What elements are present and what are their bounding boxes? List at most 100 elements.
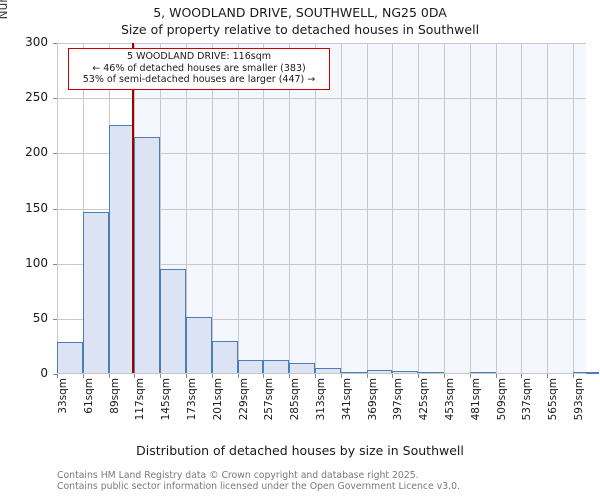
y-tick-mark-0 <box>53 374 57 375</box>
footer-line-2: Contains public sector information licen… <box>57 481 460 492</box>
x-tick-label-537: 537sqm <box>521 378 534 421</box>
gridline-x-425 <box>418 43 420 374</box>
x-tick-label-61: 61sqm <box>82 378 95 414</box>
gridline-y-250 <box>57 98 586 100</box>
x-tick-label-33: 33sqm <box>57 378 69 414</box>
x-tick-label-201: 201sqm <box>211 378 224 421</box>
gridline-x-481 <box>469 43 471 374</box>
x-tick-label-117: 117sqm <box>134 378 147 421</box>
x-tick-mark-173 <box>186 374 188 378</box>
x-tick-mark-425 <box>418 374 420 378</box>
y-tick-mark-100 <box>53 263 57 265</box>
chart-title: 5, WOODLAND DRIVE, SOUTHWELL, NG25 0DA S… <box>0 4 600 38</box>
x-tick-label-229: 229sqm <box>237 378 250 421</box>
gridline-x-509 <box>495 43 497 374</box>
x-tick-mark-145 <box>160 374 162 378</box>
y-axis-label: Number of detached properties <box>0 0 10 60</box>
gridline-x-593 <box>573 43 575 374</box>
gridline-x-61 <box>82 43 84 374</box>
annotation-line-2: ← 46% of detached houses are smaller (38… <box>92 62 306 74</box>
gridline-x-173 <box>186 43 188 374</box>
x-tick-label-89: 89sqm <box>108 378 121 414</box>
gridline-x-229 <box>237 43 239 374</box>
annotation-line-3: 53% of semi-detached houses are larger (… <box>82 74 316 85</box>
x-tick-label-369: 369sqm <box>366 378 379 421</box>
x-tick-mark-313 <box>315 374 317 378</box>
histogram-bar <box>186 316 212 374</box>
gridline-y-100 <box>57 263 586 265</box>
x-tick-mark-229 <box>237 374 239 378</box>
histogram-bar <box>134 136 161 374</box>
annotation-box: 5 WOODLAND DRIVE: 116sqm ← 46% of detach… <box>68 48 330 90</box>
y-tick-label-50: 50 <box>32 310 48 325</box>
plot-axis-border <box>57 43 586 374</box>
gridline-y-50 <box>57 318 586 320</box>
x-tick-mark-537 <box>521 374 523 378</box>
gridline-y-200 <box>57 153 586 155</box>
x-tick-label-341: 341sqm <box>340 378 353 421</box>
gridline-x-257 <box>263 43 265 374</box>
x-tick-label-257: 257sqm <box>263 378 276 421</box>
y-tick-label-100: 100 <box>25 255 48 270</box>
gridline-x-145 <box>160 43 162 374</box>
footer-line-1: Contains HM Land Registry data © Crown c… <box>57 470 419 481</box>
x-tick-mark-89 <box>108 374 110 378</box>
y-tick-label-200: 200 <box>25 145 48 160</box>
x-axis-label: Distribution of detached houses by size … <box>136 443 464 458</box>
x-tick-mark-453 <box>444 374 446 378</box>
gridline-x-285 <box>289 43 291 374</box>
gridline-x-565 <box>547 43 549 374</box>
y-tick-label-150: 150 <box>25 200 48 215</box>
histogram-bar <box>57 342 83 374</box>
histogram-bars <box>57 43 599 374</box>
x-tick-label-481: 481sqm <box>469 378 482 421</box>
x-tick-label-285: 285sqm <box>289 378 302 421</box>
y-tick-mark-50 <box>53 318 57 320</box>
plot-area <box>57 43 599 374</box>
x-tick-label-397: 397sqm <box>392 378 405 421</box>
y-tick-mark-250 <box>53 98 57 100</box>
y-tick-mark-150 <box>53 208 57 210</box>
x-tick-label-453: 453sqm <box>444 378 457 421</box>
y-tick-mark-300 <box>53 43 57 44</box>
histogram-bar <box>108 124 135 374</box>
gridline-x-397 <box>392 43 394 374</box>
gridline-x-537 <box>521 43 523 374</box>
x-tick-mark-201 <box>211 374 213 378</box>
x-tick-mark-565 <box>547 374 549 378</box>
x-tick-label-425: 425sqm <box>418 378 431 421</box>
y-tick-label-0: 0 <box>40 366 48 380</box>
x-tick-label-593: 593sqm <box>573 378 586 421</box>
x-tick-mark-285 <box>289 374 291 378</box>
gridline-x-341 <box>340 43 342 374</box>
y-tick-label-250: 250 <box>25 90 48 105</box>
x-tick-mark-61 <box>82 374 84 378</box>
chart-title-line-1: 5, WOODLAND DRIVE, SOUTHWELL, NG25 0DA <box>153 5 447 20</box>
x-tick-label-145: 145sqm <box>160 378 173 421</box>
annotation-line-1: 5 WOODLAND DRIVE: 116sqm <box>127 51 271 62</box>
x-tick-mark-33 <box>57 374 58 378</box>
gridline-y-300 <box>57 43 586 44</box>
gridline-x-33 <box>57 43 58 374</box>
gridline-x-369 <box>366 43 368 374</box>
x-tick-label-313: 313sqm <box>315 378 328 421</box>
x-tick-mark-481 <box>469 374 471 378</box>
y-tick-mark-200 <box>53 153 57 155</box>
x-tick-label-565: 565sqm <box>547 378 560 421</box>
x-tick-mark-341 <box>340 374 342 378</box>
x-tick-mark-117 <box>134 374 136 378</box>
x-tick-mark-509 <box>495 374 497 378</box>
x-tick-mark-593 <box>573 374 575 378</box>
gridline-x-453 <box>444 43 446 374</box>
gridline-x-201 <box>211 43 213 374</box>
histogram-bar <box>160 269 187 374</box>
gridline-x-313 <box>315 43 317 374</box>
y-tick-label-300: 300 <box>25 35 48 49</box>
property-size-marker-line <box>132 43 135 374</box>
x-tick-mark-397 <box>392 374 394 378</box>
x-tick-label-509: 509sqm <box>495 378 508 421</box>
x-tick-mark-257 <box>263 374 265 378</box>
gridline-y-150 <box>57 208 586 210</box>
x-tick-mark-369 <box>366 374 368 378</box>
